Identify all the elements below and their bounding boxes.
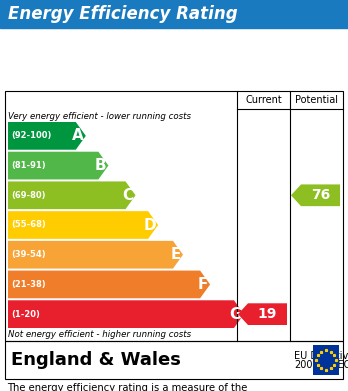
Text: F: F <box>198 277 208 292</box>
Text: England & Wales: England & Wales <box>11 351 181 369</box>
Text: (39-54): (39-54) <box>11 250 46 259</box>
Text: Current: Current <box>245 95 282 105</box>
Text: 2002/91/EC: 2002/91/EC <box>294 360 348 370</box>
Text: E: E <box>171 247 181 262</box>
Text: A: A <box>72 128 84 143</box>
Text: (92-100): (92-100) <box>11 131 52 140</box>
Text: 76: 76 <box>311 188 330 202</box>
Text: The energy efficiency rating is a measure of the
overall efficiency of a home. T: The energy efficiency rating is a measur… <box>7 383 259 391</box>
Text: Very energy efficient - lower running costs: Very energy efficient - lower running co… <box>8 112 191 121</box>
Bar <box>5 91 343 341</box>
Text: (21-38): (21-38) <box>11 280 46 289</box>
Polygon shape <box>8 241 183 269</box>
Polygon shape <box>8 300 244 328</box>
Polygon shape <box>238 303 287 325</box>
Polygon shape <box>8 152 108 179</box>
Text: (81-91): (81-91) <box>11 161 46 170</box>
Bar <box>5 341 343 379</box>
Polygon shape <box>8 211 158 239</box>
Text: Potential: Potential <box>295 95 338 105</box>
Bar <box>0 0 348 28</box>
Polygon shape <box>8 181 135 209</box>
Text: 19: 19 <box>258 307 277 321</box>
Polygon shape <box>8 122 86 150</box>
Text: C: C <box>122 188 134 203</box>
Text: Not energy efficient - higher running costs: Not energy efficient - higher running co… <box>8 330 191 339</box>
Bar <box>313 345 339 375</box>
Text: D: D <box>143 217 156 233</box>
Text: Energy Efficiency Rating: Energy Efficiency Rating <box>8 5 238 23</box>
Text: (55-68): (55-68) <box>11 221 46 230</box>
Polygon shape <box>8 271 210 298</box>
Text: EU Directive: EU Directive <box>294 351 348 361</box>
Text: (1-20): (1-20) <box>11 310 40 319</box>
Text: (69-80): (69-80) <box>11 191 46 200</box>
Polygon shape <box>291 185 340 206</box>
Text: B: B <box>95 158 106 173</box>
Text: G: G <box>229 307 242 322</box>
